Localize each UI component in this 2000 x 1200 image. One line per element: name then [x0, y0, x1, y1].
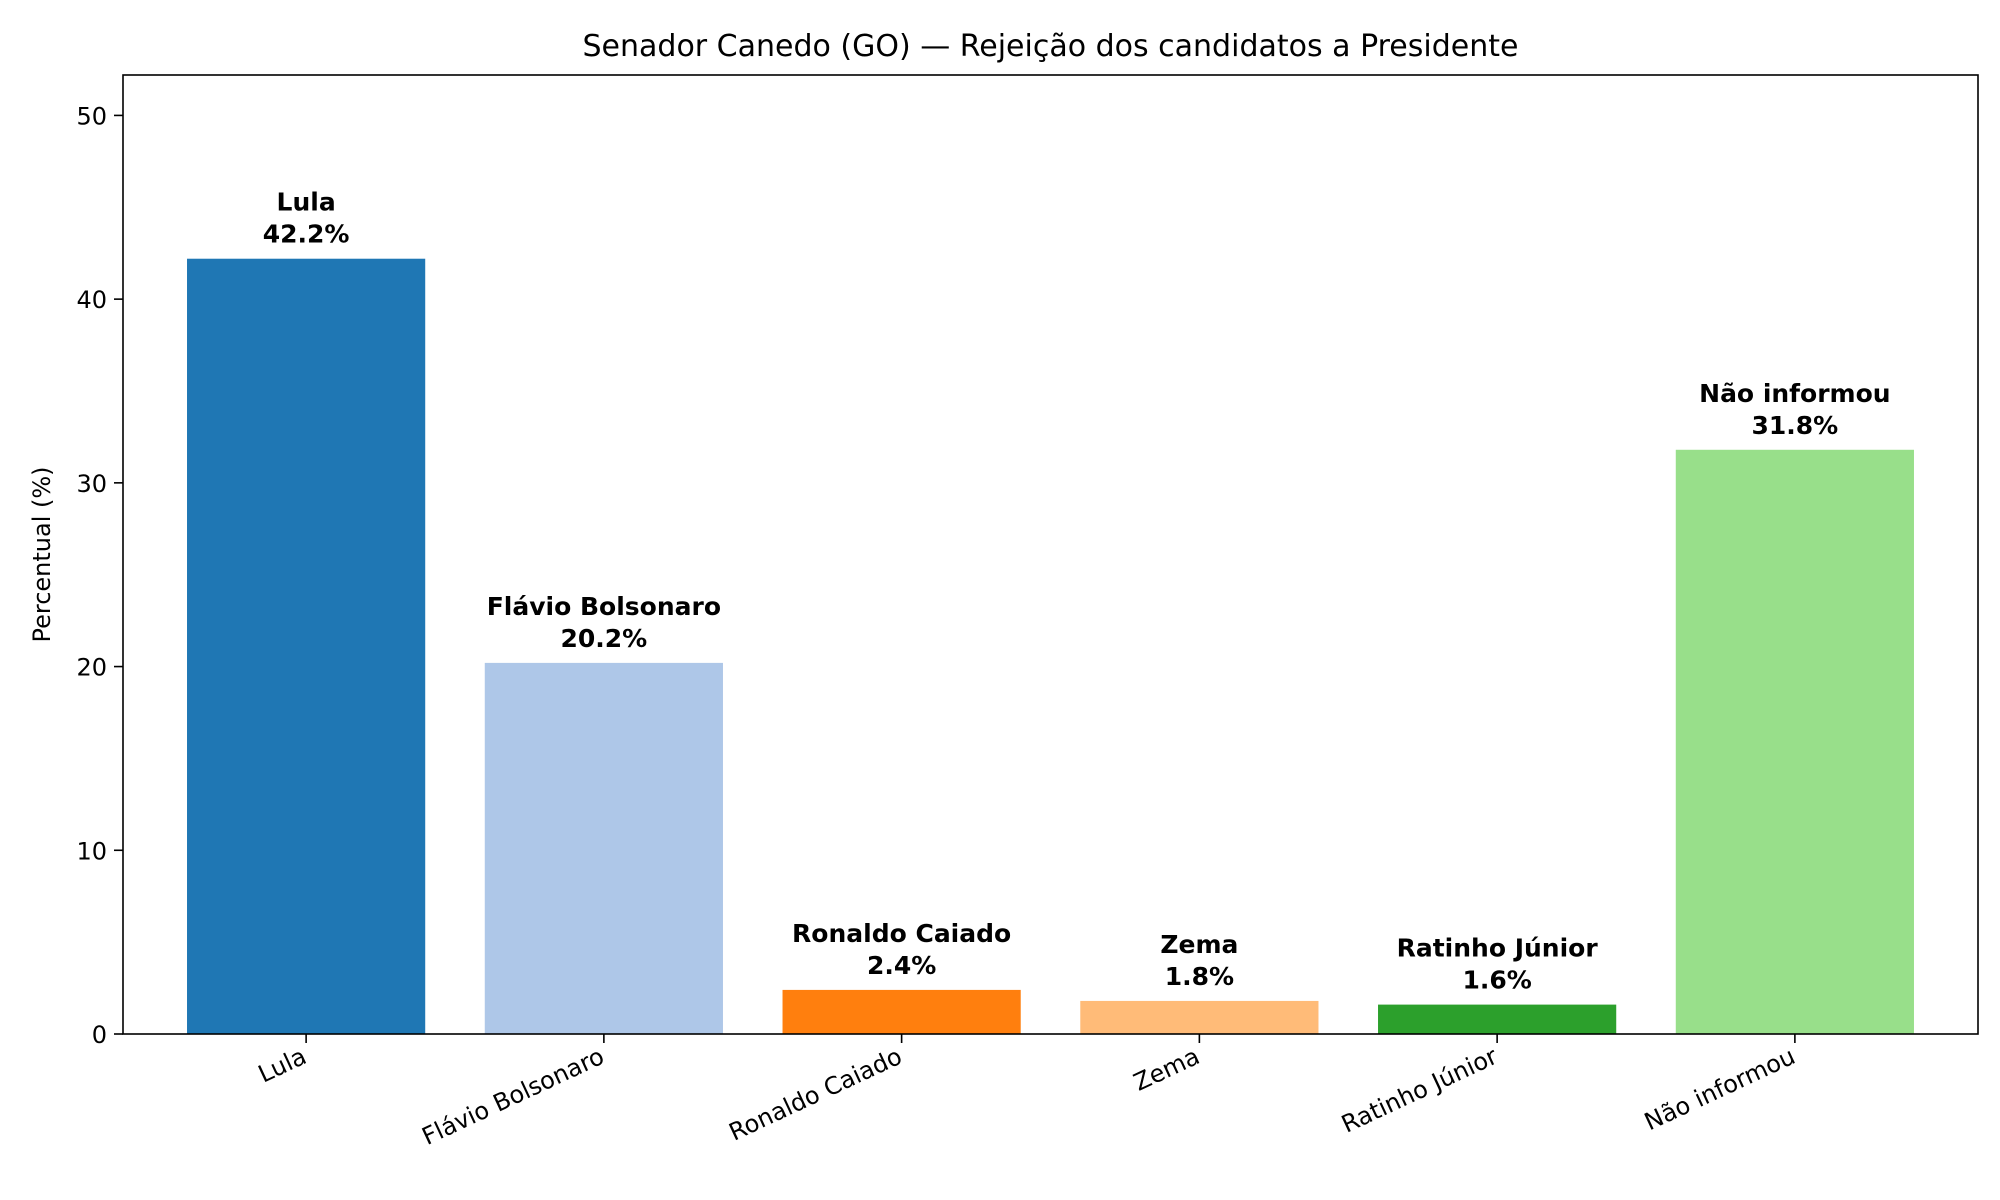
bar-label-value-0: 42.2%: [263, 220, 350, 249]
bar-0: [187, 258, 426, 1035]
bar-label-value-4: 1.6%: [1462, 966, 1531, 995]
x-tick-label-1: Flávio Bolsonaro: [418, 1042, 609, 1151]
bar-2: [782, 989, 1021, 1034]
x-tick-label-4: Ratinho Júnior: [1337, 1042, 1502, 1139]
bar-3: [1080, 1000, 1319, 1034]
bar-label-value-1: 20.2%: [561, 624, 648, 653]
bar-label-name-5: Não informou: [1699, 379, 1890, 408]
bar-5: [1675, 449, 1914, 1034]
x-tick-label-0: Lula: [254, 1042, 311, 1088]
x-tick-label-3: Zema: [1129, 1042, 1204, 1097]
y-tick-label-1: 10: [76, 837, 107, 865]
x-tick-label-5: Não informou: [1640, 1042, 1799, 1136]
bar-labels-group: Lula 42.2% Flávio Bolsonaro 20.2% Ronaldo Ca…: [263, 188, 1891, 995]
x-tick-label-2: Ronaldo Caiado: [725, 1042, 906, 1146]
bar-label-name-1: Flávio Bolsonaro: [487, 592, 721, 621]
x-axis-ticks: Lula Flávio Bolsonaro Ronaldo Caiado Zema Ra…: [254, 1034, 1799, 1151]
bar-1: [484, 662, 723, 1034]
bar-label-name-3: Zema: [1160, 930, 1238, 959]
bar-label-value-3: 1.8%: [1165, 962, 1234, 991]
plot-frame: [122, 74, 1979, 1035]
y-tick-label-4: 40: [76, 286, 107, 314]
y-tick-label-0: 0: [92, 1021, 107, 1049]
y-axis-label: Percentual (%): [28, 466, 56, 642]
y-axis-ticks: 0 10 20 30 40 50: [76, 102, 123, 1049]
bar-label-value-5: 31.8%: [1752, 411, 1839, 440]
bar-label-value-2: 2.4%: [867, 951, 936, 980]
y-tick-label-2: 20: [76, 654, 107, 682]
bar-label-name-0: Lula: [277, 188, 336, 217]
bar-label-name-2: Ronaldo Caiado: [792, 919, 1011, 948]
bar-4: [1378, 1004, 1617, 1034]
y-tick-label-5: 50: [76, 102, 107, 130]
y-tick-label-3: 30: [76, 470, 107, 498]
bars-group: [187, 258, 1914, 1035]
bar-label-name-4: Ratinho Júnior: [1397, 934, 1599, 963]
chart-title: Senador Canedo (GO) — Rejeição dos candi…: [583, 29, 1519, 64]
